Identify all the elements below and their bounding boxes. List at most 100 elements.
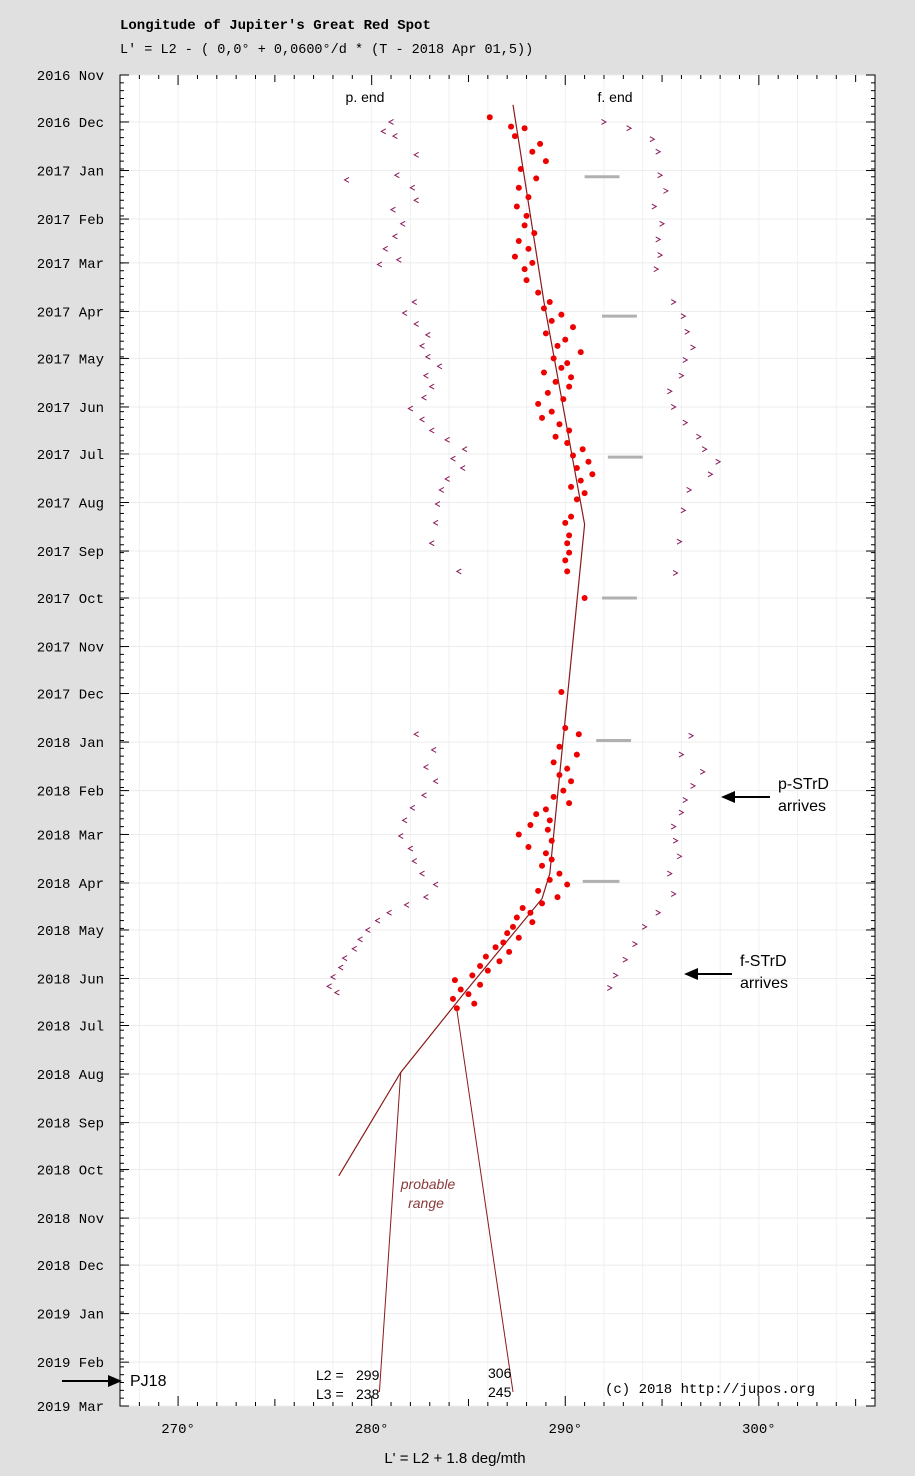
f-end-point	[680, 313, 687, 320]
f-end-point	[672, 570, 679, 576]
f-end-point	[707, 471, 714, 478]
center-point	[558, 688, 565, 695]
center-point	[525, 843, 532, 850]
probable-range-line	[456, 1009, 514, 1392]
x-axis: 270° 280° 290° 300°	[138, 75, 857, 1438]
center-point	[533, 175, 540, 182]
f-end-point	[626, 125, 633, 132]
f-end-series	[601, 119, 722, 991]
center-point	[573, 751, 580, 758]
p-end-point	[387, 119, 394, 125]
center-point	[562, 336, 569, 343]
center-point	[562, 724, 569, 731]
center-point	[560, 396, 567, 403]
center-point	[523, 277, 530, 284]
center-point	[566, 532, 573, 539]
y-tick-label: 2017 Sep	[37, 545, 104, 561]
y-tick-label: 2019 Feb	[37, 1356, 104, 1372]
center-point	[577, 477, 584, 484]
p-end-point	[438, 487, 445, 493]
y-tick-label: 2017 Feb	[37, 213, 104, 229]
center-point	[529, 919, 536, 926]
fstrd-label-1: f-STrD	[740, 953, 787, 970]
y-tick-label: 2019 Jan	[37, 1308, 104, 1324]
p-end-point	[444, 476, 450, 482]
pj18-arrow-head	[108, 1375, 122, 1387]
center-point	[546, 817, 553, 824]
p-end-point	[326, 983, 332, 990]
center-point	[535, 887, 542, 894]
center-point	[562, 557, 569, 564]
l2-high-value: 306	[488, 1365, 512, 1381]
p-end-point	[397, 833, 404, 839]
p-end-point	[411, 858, 417, 865]
center-point	[451, 977, 458, 984]
p-end-point	[424, 353, 431, 360]
center-point	[471, 1000, 478, 1007]
center-point	[484, 967, 491, 974]
f-end-point	[649, 136, 656, 143]
center-point	[566, 383, 573, 390]
y-tick-label: 2017 Dec	[37, 688, 104, 704]
center-point	[542, 158, 549, 165]
center-point	[486, 114, 493, 121]
center-point	[564, 568, 571, 575]
center-point	[525, 194, 532, 201]
f-end-point	[670, 299, 677, 305]
center-point	[548, 837, 555, 844]
f-end-point	[682, 797, 689, 803]
y-tick-label: 2016 Dec	[37, 116, 104, 132]
l2-row-label: L2 =	[316, 1367, 344, 1383]
p-end-point	[343, 176, 350, 183]
f-end-point	[682, 357, 689, 363]
f-end-point	[678, 372, 685, 379]
y-axis: 2016 Nov 2016 Dec 2017 Jan 2017 Feb 2017 Mar…	[37, 69, 875, 1416]
p-end-point	[430, 746, 437, 753]
center-point	[585, 458, 592, 465]
p-end-point	[380, 128, 387, 135]
center-point	[515, 934, 522, 941]
p-end-point	[432, 778, 439, 785]
center-point	[552, 433, 559, 440]
drift-trend-line	[338, 104, 586, 1177]
center-point	[546, 299, 553, 306]
trend-lines	[338, 104, 586, 1392]
f-end-point	[622, 956, 629, 963]
jupiter-position-bars	[582, 175, 643, 883]
pj18-label: PJ18	[130, 1373, 167, 1390]
p-end-point	[413, 197, 419, 204]
center-point	[511, 253, 518, 260]
center-point	[566, 800, 573, 807]
center-point	[515, 831, 522, 838]
pstrd-arrow-head	[721, 791, 735, 803]
f-end-point	[690, 344, 697, 351]
p-end-point	[386, 909, 392, 916]
center-point	[568, 483, 575, 490]
center-point	[517, 165, 524, 172]
fstrd-label-2: arrives	[740, 975, 788, 992]
center-point	[544, 389, 551, 396]
f-end-point	[690, 782, 697, 789]
p-end-point	[337, 964, 344, 971]
center-point	[589, 471, 596, 478]
center-point	[453, 1005, 460, 1012]
p-end-point	[341, 955, 348, 962]
y-tick-label: 2019 Mar	[37, 1400, 104, 1416]
p-end-point	[374, 917, 381, 924]
f-end-point	[680, 507, 687, 514]
l3-low-value: 238	[356, 1386, 380, 1402]
center-point	[564, 540, 571, 547]
p-end-point	[399, 220, 406, 227]
f-end-point	[641, 923, 648, 930]
center-point	[562, 519, 569, 526]
center-point	[504, 930, 511, 937]
center-point	[577, 349, 584, 356]
center-point	[515, 237, 522, 244]
center-point	[539, 862, 546, 869]
center-point	[570, 324, 576, 331]
f-end-point	[684, 328, 691, 335]
center-point	[529, 148, 536, 155]
f-end-point	[670, 891, 677, 897]
p-end-point	[333, 989, 340, 996]
f-end-point	[676, 538, 683, 545]
